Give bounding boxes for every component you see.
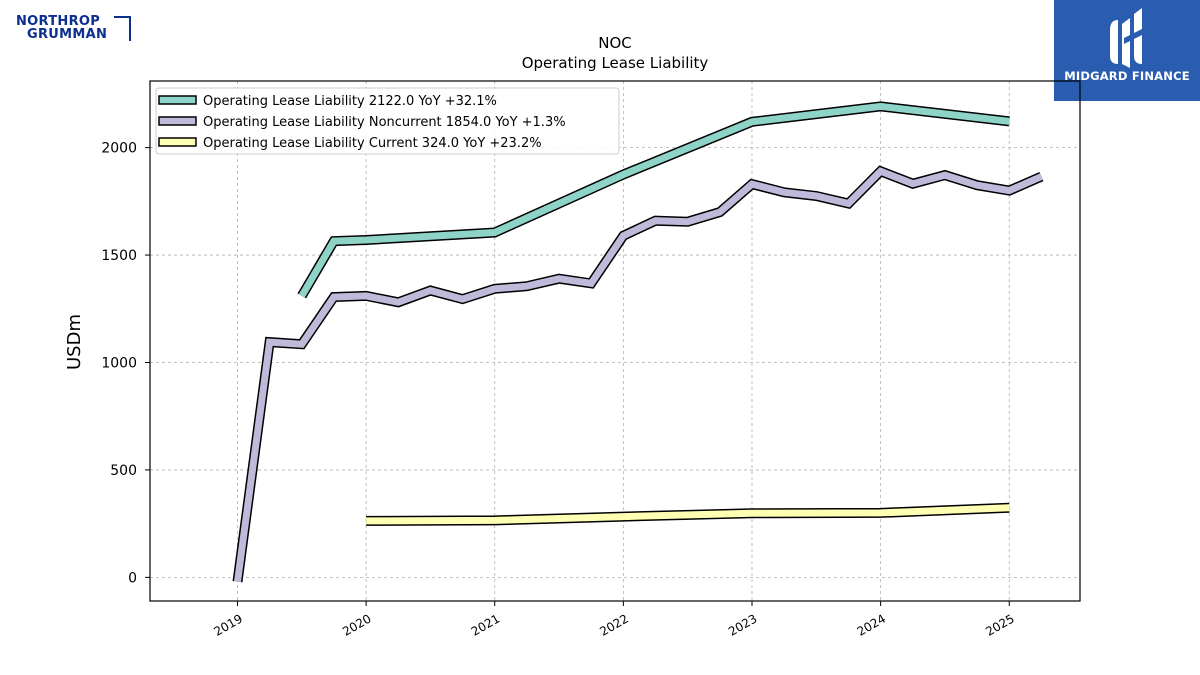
legend-swatch-1 bbox=[158, 95, 197, 105]
series-3-line bbox=[366, 504, 1010, 525]
x-tick-label: 2023 bbox=[726, 611, 759, 638]
axes: 0 500 1000 1500 2000 2019 2020 2021 2022 2023 2024… bbox=[101, 80, 1081, 639]
x-tick-label: 2020 bbox=[340, 611, 373, 638]
y-tick-label: 500 bbox=[110, 463, 137, 479]
legend-swatch-2 bbox=[158, 116, 197, 126]
y-axis-label: USDm bbox=[64, 314, 85, 370]
y-tick-label: 2000 bbox=[101, 141, 137, 157]
northrop-grumman-logo: NORTHROP GRUMMAN bbox=[14, 14, 134, 44]
series-2-line bbox=[234, 167, 1043, 583]
x-tick-label: 2021 bbox=[469, 611, 502, 638]
logo-line-2: GRUMMAN bbox=[27, 27, 108, 42]
y-tick-label: 1500 bbox=[101, 248, 137, 264]
legend-box bbox=[155, 87, 620, 155]
x-tick-label: 2022 bbox=[597, 611, 630, 638]
brand-name: MIDGARD FINANCE bbox=[1064, 69, 1190, 83]
plot-frame bbox=[149, 80, 1081, 602]
series-1-line bbox=[298, 102, 1010, 298]
x-tick-label: 2024 bbox=[855, 611, 888, 638]
legend: Operating Lease Liability 2122.0 YoY +32… bbox=[155, 87, 620, 155]
logo-line-1: NORTHROP bbox=[16, 14, 101, 29]
logo-bracket-top bbox=[114, 16, 131, 18]
y-tick-label: 0 bbox=[128, 570, 137, 586]
x-tick-label: 2019 bbox=[212, 611, 245, 638]
chart-subtitle: Operating Lease Liability bbox=[522, 54, 709, 72]
legend-label-1: Operating Lease Liability 2122.0 YoY +32… bbox=[203, 94, 497, 109]
series-layer bbox=[232, 101, 1044, 583]
legend-swatch-3 bbox=[158, 137, 197, 147]
legend-label-3: Operating Lease Liability Current 324.0 … bbox=[203, 136, 542, 151]
legend-label-2: Operating Lease Liability Noncurrent 185… bbox=[203, 115, 566, 130]
x-tick-label: 2025 bbox=[983, 611, 1016, 638]
logo-bracket-side bbox=[129, 16, 131, 41]
chart-title: NOC bbox=[598, 34, 632, 52]
midgard-emblem-icon bbox=[1110, 8, 1148, 68]
midgard-finance-logo: MIDGARD FINANCE bbox=[1054, 0, 1200, 101]
y-tick-label: 1000 bbox=[101, 355, 137, 371]
